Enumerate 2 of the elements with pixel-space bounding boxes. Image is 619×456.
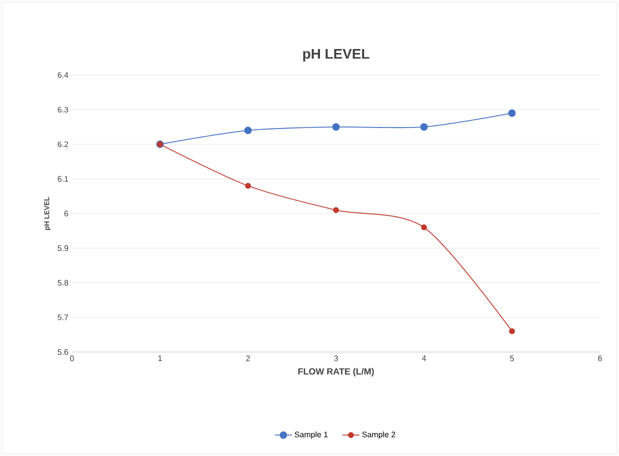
chart-title: pH LEVEL [303, 49, 370, 62]
x-axis-title: FLOW RATE (L/M) [298, 368, 374, 376]
